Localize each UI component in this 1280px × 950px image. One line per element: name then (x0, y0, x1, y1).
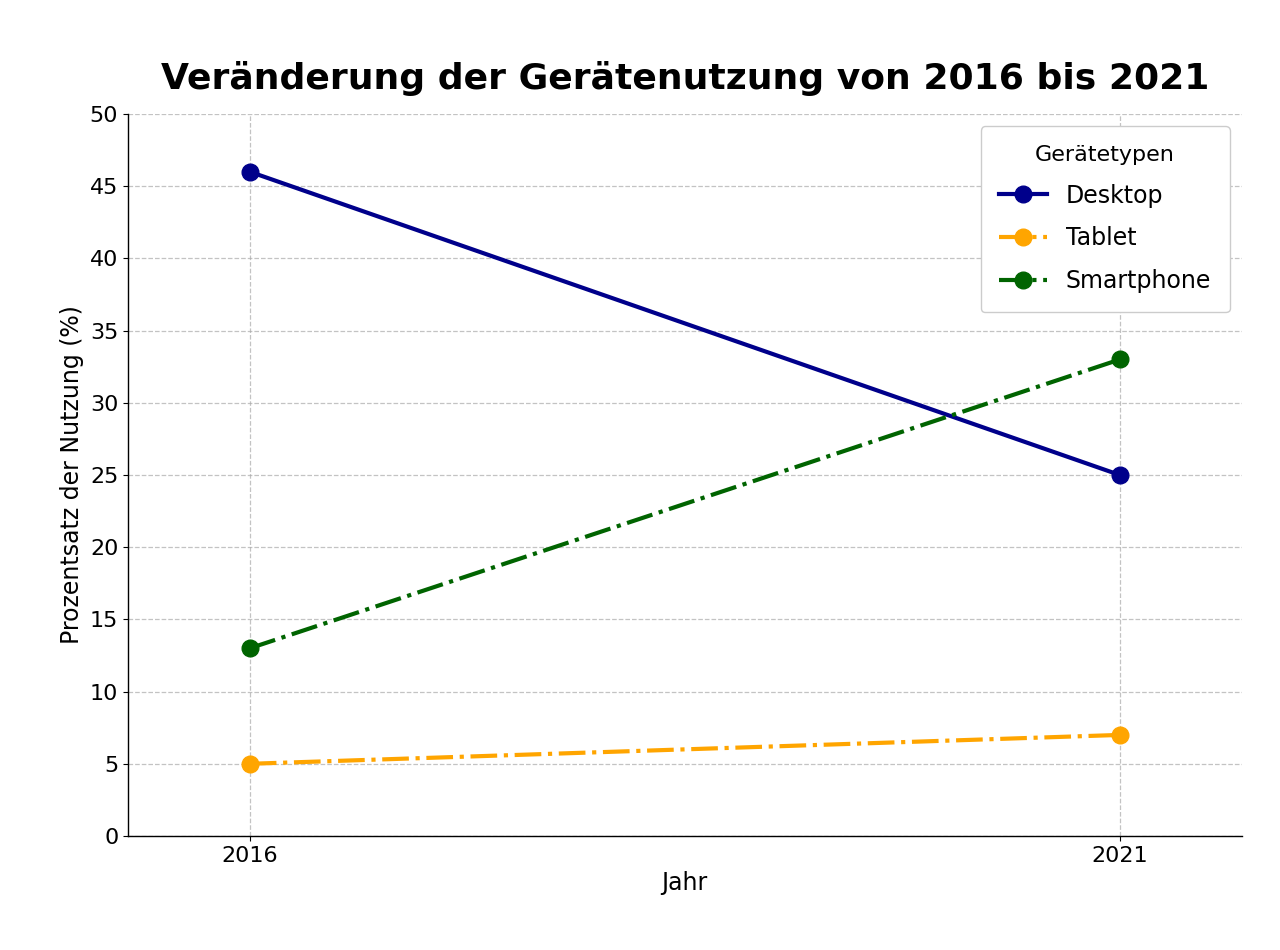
Tablet (242, 758, 257, 770)
Tablet (1112, 730, 1128, 741)
Smartphone (242, 642, 257, 654)
Legend: Desktop, Tablet, Smartphone: Desktop, Tablet, Smartphone (980, 125, 1230, 313)
Y-axis label: Prozentsatz der Nutzung (%): Prozentsatz der Nutzung (%) (60, 306, 84, 644)
Title: Veränderung der Gerätenutzung von 2016 bis 2021: Veränderung der Gerätenutzung von 2016 b… (160, 61, 1210, 96)
X-axis label: Jahr: Jahr (662, 871, 708, 895)
Line: Smartphone: Smartphone (242, 352, 1128, 656)
Desktop (1112, 469, 1128, 481)
Line: Desktop: Desktop (242, 163, 1128, 484)
Smartphone (1112, 353, 1128, 365)
Desktop (242, 166, 257, 178)
Line: Tablet: Tablet (242, 727, 1128, 772)
